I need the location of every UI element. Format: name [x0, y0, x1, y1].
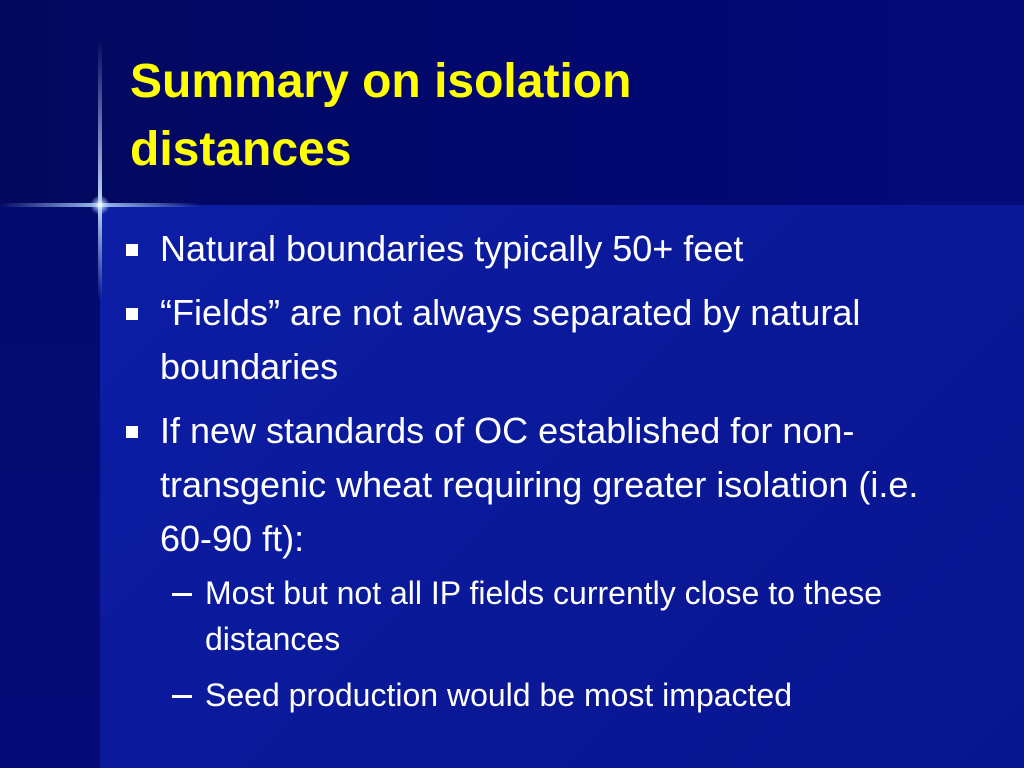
- bullet-text: If new standards of OC established for n…: [160, 410, 919, 559]
- bullet-text: Natural boundaries typically 50+ feet: [160, 228, 744, 269]
- sub-bullet: Most but not all IP fields currently clo…: [160, 570, 962, 662]
- bullet: “Fields” are not always separated by nat…: [122, 286, 962, 394]
- slide-title: Summary on isolation distances: [130, 55, 632, 176]
- bullet: Natural boundaries typically 50+ feet: [122, 222, 962, 276]
- dash-marker: [172, 695, 192, 698]
- sub-bullet-text: Most but not all IP fields currently clo…: [205, 575, 883, 657]
- left-band: [0, 205, 100, 768]
- bullet-list: Natural boundaries typically 50+ feet “F…: [122, 222, 962, 728]
- bullet: If new standards of OC established for n…: [122, 404, 962, 718]
- bullet-marker: [126, 244, 138, 256]
- sub-bullet: Seed production would be most impacted: [160, 672, 962, 718]
- bullet-text: “Fields” are not always separated by nat…: [160, 292, 861, 387]
- title-band: [0, 0, 1024, 205]
- content-area: [100, 205, 1024, 768]
- bullet-marker: [126, 308, 138, 320]
- sub-bullet-text: Seed production would be most impacted: [205, 677, 793, 713]
- bullet-marker: [126, 426, 138, 438]
- sub-bullet-list: Most but not all IP fields currently clo…: [160, 570, 962, 718]
- dash-marker: [172, 593, 192, 596]
- sparkle: [90, 195, 110, 215]
- glow-line: [98, 40, 102, 300]
